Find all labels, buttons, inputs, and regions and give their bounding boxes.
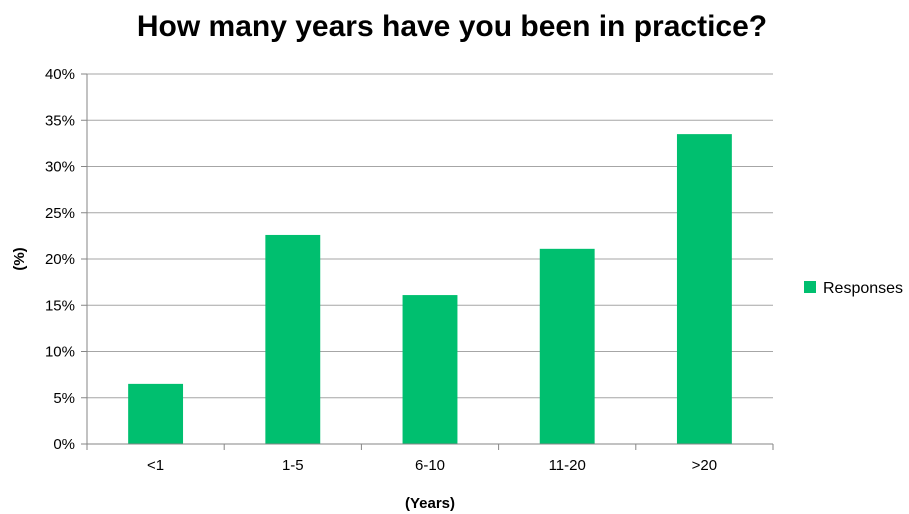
x-tick-label: <1 xyxy=(147,457,164,474)
x-axis-label: (Years) xyxy=(405,495,455,512)
y-tick-label: 15% xyxy=(45,297,75,314)
bar xyxy=(128,383,184,444)
y-tick-label: 20% xyxy=(45,251,75,268)
y-axis-ticks: 0% 5% 10% 15% 20% 25% 30% 35% 40% xyxy=(45,66,87,453)
y-tick-label: 40% xyxy=(45,66,75,83)
bar xyxy=(402,295,458,444)
y-tick-label: 30% xyxy=(45,159,75,176)
y-tick-label: 25% xyxy=(45,205,75,222)
x-tick-label: 11-20 xyxy=(549,457,586,474)
axes xyxy=(86,74,773,445)
x-tick-label: 1-5 xyxy=(282,457,304,474)
legend-swatch xyxy=(804,281,816,293)
bars xyxy=(128,134,732,444)
x-tick-label: 6-10 xyxy=(415,457,445,474)
chart-title: How many years have you been in practice… xyxy=(137,10,767,43)
bar xyxy=(539,248,595,444)
legend-label: Responses xyxy=(823,280,903,297)
bar xyxy=(265,234,321,444)
y-axis-label: (%) xyxy=(11,247,28,270)
bar xyxy=(676,134,732,444)
legend: Responses xyxy=(804,280,903,297)
y-tick-label: 0% xyxy=(53,436,75,453)
y-tick-label: 5% xyxy=(53,390,75,407)
y-tick-label: 10% xyxy=(45,344,75,361)
x-tick-label: >20 xyxy=(692,457,717,474)
x-axis-ticks: <1 1-5 6-10 11-20 >20 xyxy=(86,444,774,474)
y-tick-label: 35% xyxy=(45,112,75,129)
